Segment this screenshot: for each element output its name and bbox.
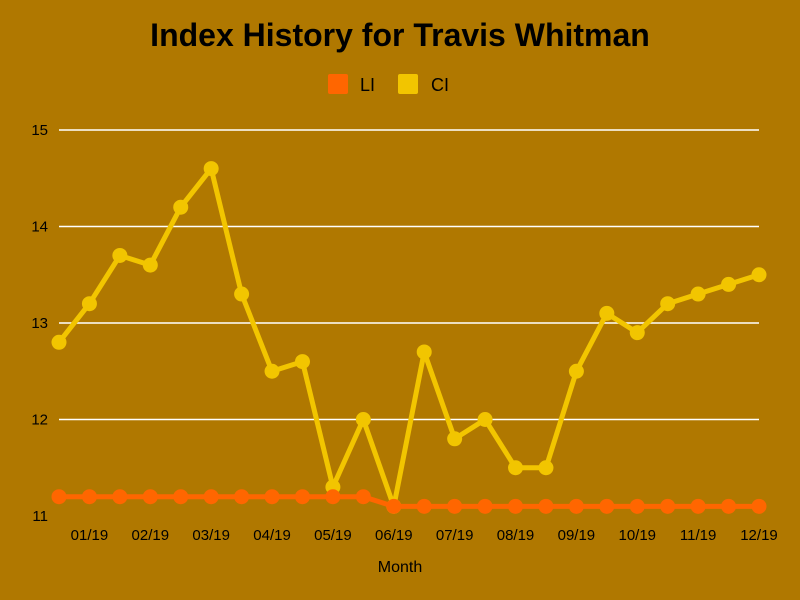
data-point-li [173, 489, 189, 505]
y-tick-label: 13 [31, 315, 48, 332]
data-point-ci [690, 286, 706, 302]
data-point-li [538, 498, 554, 514]
data-point-ci [751, 267, 767, 283]
y-tick-label: 11 [32, 508, 48, 525]
x-axis: 01/19 02/19 03/19 04/19 05/19 06/19 07/19 08/19… [71, 527, 778, 544]
data-point-li [81, 489, 97, 505]
legend-item-ci: CI [398, 74, 449, 95]
data-point-li [508, 498, 524, 514]
legend-swatch-li [328, 74, 348, 94]
data-point-ci [264, 363, 280, 379]
series-line-ci [56, 166, 762, 509]
data-point-ci [477, 412, 493, 427]
data-point-li [355, 489, 371, 505]
data-point-li [629, 498, 645, 514]
data-point-li [690, 498, 706, 514]
data-point-ci [629, 325, 645, 341]
x-tick-label: 04/19 [253, 527, 291, 544]
x-tick-label: 09/19 [558, 527, 596, 544]
x-tick-label: 06/19 [375, 527, 413, 544]
data-point-ci [112, 247, 128, 263]
y-tick-label: 15 [31, 122, 48, 139]
y-axis: 11 12 13 14 15 [31, 122, 48, 525]
data-point-ci [416, 344, 432, 360]
x-tick-label: 01/19 [71, 527, 109, 544]
series-layer [51, 161, 767, 514]
x-tick-label: 12/19 [740, 527, 778, 544]
data-point-li [325, 489, 341, 505]
data-point-li [234, 489, 250, 505]
data-point-li [599, 498, 615, 514]
legend: LI CI [328, 74, 449, 95]
x-tick-label: 02/19 [132, 527, 170, 544]
data-point-li [203, 489, 219, 505]
series-li [51, 489, 767, 514]
data-point-ci [234, 286, 250, 302]
x-axis-label: Month [378, 559, 422, 576]
data-point-li [142, 489, 158, 505]
data-point-ci [568, 363, 584, 379]
legend-label-li: LI [360, 75, 375, 95]
data-point-li [416, 498, 432, 514]
chart-title: Index History for Travis Whitman [150, 17, 650, 53]
data-point-ci [508, 460, 524, 476]
x-tick-label: 07/19 [436, 527, 474, 544]
data-point-li [477, 498, 493, 514]
data-point-ci [173, 199, 189, 215]
gridlines [59, 129, 759, 421]
data-point-li [751, 498, 767, 514]
data-point-li [447, 498, 463, 514]
data-point-ci [538, 460, 554, 476]
data-point-ci [81, 296, 97, 312]
data-point-li [51, 489, 67, 505]
data-point-ci [660, 296, 676, 312]
legend-label-ci: CI [431, 75, 449, 95]
x-tick-label: 05/19 [314, 527, 352, 544]
data-point-li [112, 489, 128, 505]
legend-swatch-ci [398, 74, 418, 94]
data-point-li [568, 498, 584, 514]
x-tick-label: 03/19 [192, 527, 230, 544]
data-point-li [386, 498, 402, 514]
legend-item-li: LI [328, 74, 375, 95]
data-point-ci [599, 305, 615, 321]
data-point-ci [51, 334, 67, 350]
data-point-ci [203, 161, 219, 177]
x-tick-label: 08/19 [497, 527, 535, 544]
data-point-ci [447, 431, 463, 447]
data-point-ci [142, 257, 158, 273]
data-point-li [721, 498, 737, 514]
data-point-li [264, 489, 280, 505]
series-ci [51, 161, 767, 514]
series-line-li [56, 494, 762, 509]
x-tick-label: 10/19 [618, 527, 656, 544]
x-tick-label: 11/19 [680, 527, 716, 544]
data-point-ci [721, 276, 737, 292]
data-point-li [294, 489, 310, 505]
data-point-ci [355, 412, 371, 427]
data-point-li [660, 498, 676, 514]
data-point-ci [294, 354, 310, 370]
y-tick-label: 12 [31, 412, 48, 429]
y-tick-label: 14 [31, 219, 48, 236]
